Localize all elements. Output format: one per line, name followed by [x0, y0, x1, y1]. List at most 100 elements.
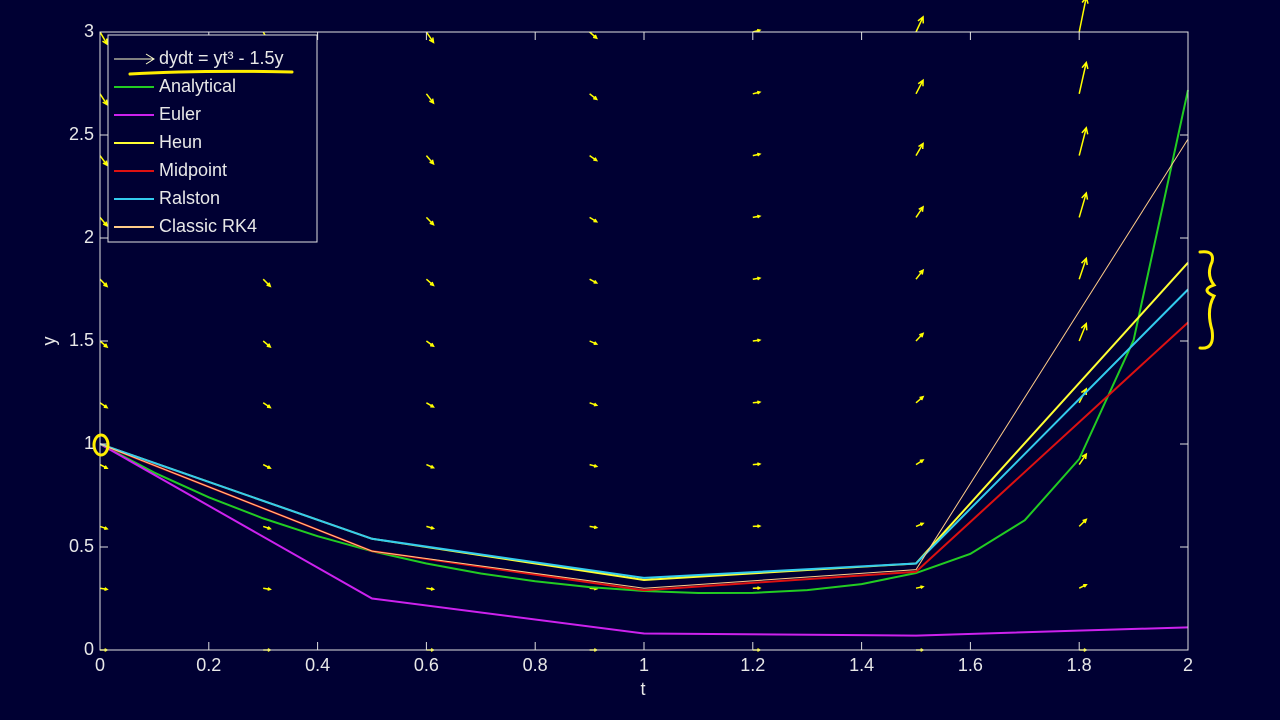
- quiver-arrow: [425, 278, 435, 287]
- series-line: [99, 138, 1189, 589]
- quiver-arrow: [262, 340, 272, 348]
- y-tick-label: 0.5: [69, 536, 94, 556]
- quiver-arrow: [1078, 518, 1088, 527]
- quiver-arrow: [752, 524, 762, 529]
- quiver-arrow: [915, 395, 925, 404]
- quiver-arrow: [426, 402, 435, 408]
- x-tick-label: 1: [639, 655, 649, 675]
- quiver-arrow: [1078, 256, 1088, 280]
- y-axis-label: y: [39, 337, 59, 346]
- legend-label: Analytical: [159, 76, 236, 96]
- quiver-arrow: [99, 155, 109, 167]
- quiver-arrow: [1078, 191, 1089, 218]
- x-tick-label: 0.8: [523, 655, 548, 675]
- quiver-arrow: [1078, 322, 1088, 342]
- quiver-arrow: [99, 31, 108, 46]
- quiver-arrow: [752, 276, 762, 281]
- legend-label: Ralston: [159, 188, 220, 208]
- quiver-arrow: [425, 216, 435, 226]
- legend: dydt = yt³ - 1.5y Analytical Euler Heun Midp…: [107, 34, 318, 243]
- quiver-arrow: [752, 90, 762, 95]
- quiver-arrow: [915, 332, 925, 342]
- legend-label: Heun: [159, 132, 202, 152]
- quiver-arrow: [915, 78, 924, 95]
- quiver-arrow: [1078, 583, 1088, 589]
- legend-label: dydt = yt³ - 1.5y: [159, 48, 284, 68]
- series-line: [99, 288, 1189, 579]
- y-tick-label: 2.5: [69, 124, 94, 144]
- quiver-arrow: [99, 525, 109, 530]
- quiver-arrow: [589, 93, 598, 101]
- quiver-arrow: [915, 142, 924, 156]
- quiver-arrow: [426, 587, 436, 591]
- quiver-arrow: [426, 463, 436, 469]
- x-tick-label: 2: [1183, 655, 1193, 675]
- legend-box: [107, 34, 318, 243]
- quiver-arrow: [99, 93, 108, 107]
- quiver-arrow: [99, 340, 109, 349]
- quiver-arrow: [589, 216, 599, 223]
- quiver-arrow: [752, 462, 762, 467]
- quiver-arrow: [752, 152, 762, 157]
- quiver-arrow: [99, 463, 109, 469]
- quiver-arrow: [262, 402, 272, 409]
- y-tick-label: 1: [84, 433, 94, 453]
- legend-arrow: [114, 53, 155, 65]
- quiver-arrow: [425, 93, 435, 105]
- legend-label: Midpoint: [159, 160, 227, 180]
- quiver-arrow: [425, 155, 435, 166]
- quiver-arrow: [262, 463, 272, 469]
- x-tick-label: 1.2: [740, 655, 765, 675]
- quiver-arrow: [752, 338, 762, 343]
- quiver-arrow: [589, 402, 599, 407]
- series-line: [99, 443, 1189, 637]
- x-tick-label: 0.2: [196, 655, 221, 675]
- x-axis-label: t: [640, 679, 645, 699]
- quiver-arrow: [262, 525, 272, 530]
- quiver-arrow: [915, 205, 925, 218]
- quiver-arrow: [915, 268, 925, 280]
- plot-area: [99, 0, 1189, 652]
- x-tick-label: 1.6: [958, 655, 983, 675]
- quiver-arrow: [589, 31, 598, 40]
- quiver-arrow: [426, 525, 436, 530]
- quiver-arrow: [1078, 0, 1089, 33]
- quiver-arrow: [752, 400, 762, 405]
- quiver-arrow: [915, 459, 925, 466]
- circle-mark: [92, 433, 110, 457]
- quiver-arrow: [589, 278, 599, 284]
- x-tick-label: 1.4: [849, 655, 874, 675]
- quiver-arrow: [752, 214, 762, 219]
- quiver-arrow: [99, 278, 109, 288]
- underline: [128, 69, 294, 76]
- quiver-arrow: [589, 154, 599, 162]
- quiver-arrow: [1078, 452, 1088, 466]
- quiver-arrow: [1078, 126, 1089, 156]
- legend-label: Euler: [159, 104, 201, 124]
- x-tick-label: 1.8: [1067, 655, 1092, 675]
- quiver-arrow: [262, 278, 272, 288]
- quiver-arrow: [589, 340, 599, 346]
- quiver-arrow: [589, 463, 599, 468]
- x-tick-label: 0: [95, 655, 105, 675]
- quiver-arrow: [425, 31, 435, 44]
- quiver-arrow: [752, 586, 762, 590]
- y-tick-label: 2: [84, 227, 94, 247]
- quiver-arrow: [99, 216, 109, 228]
- x-tick-label: 0.4: [305, 655, 330, 675]
- quiver-arrow: [1078, 60, 1089, 94]
- legend-label: Classic RK4: [159, 216, 257, 236]
- quiver-arrow: [915, 585, 925, 590]
- quiver-arrow: [425, 340, 435, 348]
- y-tick-label: 0: [84, 639, 94, 659]
- x-tick-label: 0.6: [414, 655, 439, 675]
- y-tick-label: 1.5: [69, 330, 94, 350]
- quiver-arrow: [99, 587, 109, 591]
- annotations: [92, 69, 1217, 457]
- quiver-arrow: [263, 587, 272, 591]
- quiver-arrow: [99, 402, 109, 409]
- y-tick-label: 3: [84, 21, 94, 41]
- quiver-arrow: [915, 522, 925, 528]
- quiver-arrow: [589, 525, 599, 530]
